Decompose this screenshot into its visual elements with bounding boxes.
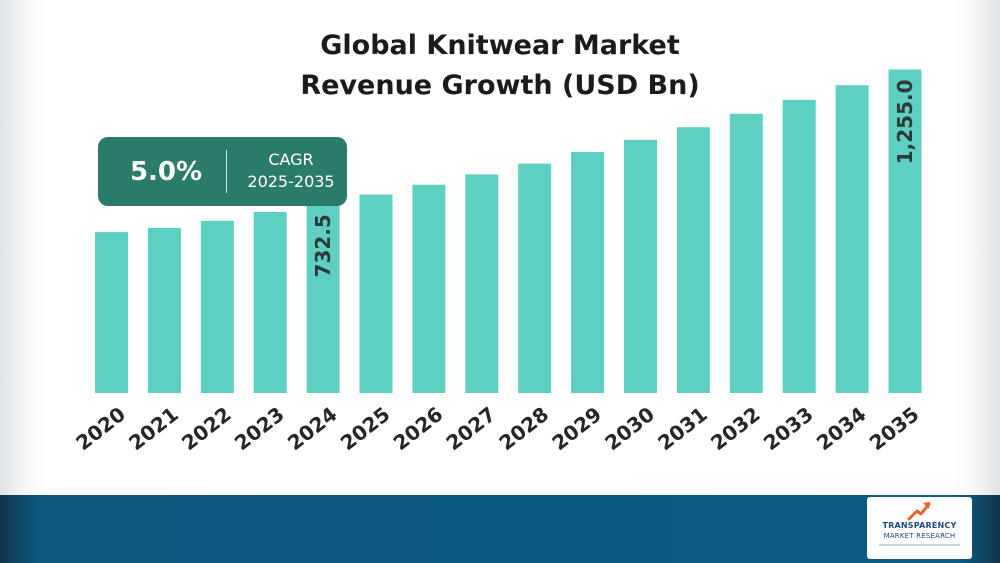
bar-2029: [571, 152, 605, 393]
x-tick-label-2035: 2035: [865, 402, 924, 455]
cagr-value: 5.0%: [129, 156, 203, 187]
x-tick-label-2031: 2031: [653, 402, 712, 455]
bar-2033: [782, 99, 816, 394]
x-tick-label-2023: 2023: [230, 402, 289, 455]
x-tick-label-2027: 2027: [442, 402, 501, 455]
logo-text-primary: TRANSPARENCY: [882, 521, 957, 530]
bar-2026: [412, 184, 446, 393]
x-tick-label-2030: 2030: [600, 402, 659, 455]
chart-title-line-2: Revenue Growth (USD Bn): [300, 70, 700, 101]
data-label-2024: 732.5: [311, 214, 335, 277]
bar-2024: [306, 204, 340, 393]
x-tick-label-2020: 2020: [71, 402, 130, 455]
cagr-divider: [226, 150, 227, 193]
logo-text-secondary: MARKET RESEARCH: [883, 532, 956, 540]
x-tick-label-2029: 2029: [547, 402, 606, 455]
cagr-caption: CAGR 2025-2035: [238, 149, 344, 193]
x-tick-label-2025: 2025: [336, 402, 395, 455]
bar-2021: [147, 228, 181, 393]
chart-title-line-1: Global Knitwear Market: [320, 30, 680, 61]
x-tick-label-2026: 2026: [389, 402, 448, 455]
bar-2020: [95, 232, 128, 393]
company-logo: TRANSPARENCY MARKET RESEARCH: [867, 497, 972, 559]
x-tick-label-2021: 2021: [124, 402, 183, 455]
bar-2028: [518, 163, 552, 393]
cagr-badge: 5.0% CAGR 2025-2035: [98, 137, 347, 206]
x-tick-label-2028: 2028: [494, 402, 553, 455]
bar-2022: [200, 220, 234, 393]
footer-band: [0, 495, 1000, 563]
cagr-period: 2025-2035: [247, 172, 335, 191]
x-tick-label-2022: 2022: [177, 402, 236, 455]
bar-2035: [888, 69, 922, 393]
bar-2031: [676, 127, 710, 393]
data-label-2035: 1,255.0: [893, 80, 917, 165]
bar-2030: [624, 139, 657, 393]
logo-underline: [879, 544, 960, 546]
x-tick-label-2032: 2032: [706, 402, 765, 455]
bar-2032: [729, 113, 763, 394]
bar-chart: 20202021202220232024732.5202520262027202…: [71, 69, 924, 455]
bar-2027: [465, 174, 499, 393]
bar-2025: [359, 194, 393, 393]
upward-arrow-icon: [907, 502, 931, 521]
x-tick-label-2024: 2024: [283, 402, 342, 455]
chart-title: Global Knitwear Market Revenue Growth (U…: [0, 26, 1000, 106]
cagr-label: CAGR: [268, 150, 314, 169]
bar-2023: [253, 212, 287, 393]
bar-2034: [835, 85, 869, 393]
x-tick-label-2034: 2034: [812, 402, 871, 455]
x-tick-label-2033: 2033: [759, 402, 818, 455]
